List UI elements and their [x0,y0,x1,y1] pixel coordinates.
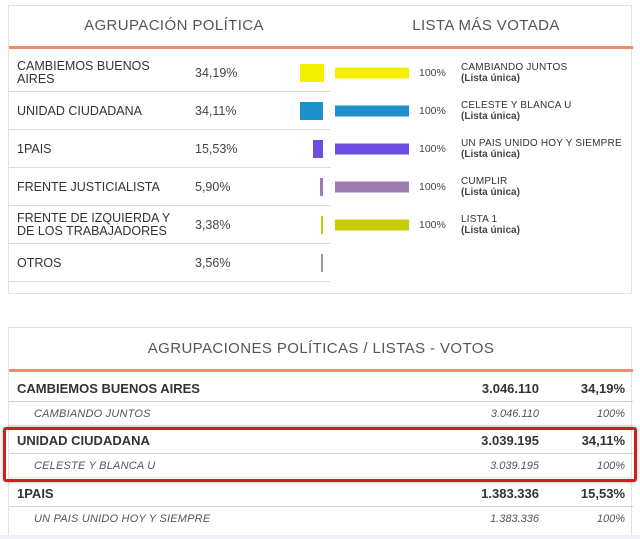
group-percentage: 34,11% [581,433,625,448]
party-percentage: 34,11% [195,104,237,118]
list-share-bar [335,181,409,193]
list-share-bar [335,219,409,231]
group-name: 1PAIS [17,486,54,501]
group-row-cambiemos: CAMBIEMOS BUENOS AIRES 3.046.110 34,19% [9,375,633,402]
party-row-1pais: 1PAIS 15,53% 100% UN PAIS UNIDO HOY Y SI… [9,130,633,168]
header-accent-line [9,46,633,49]
party-percentage: 5,90% [195,180,231,194]
list-name: CUMPLIR [461,175,508,187]
party-name: OTROS [17,255,62,270]
list-share-bar [335,67,409,79]
list-percentage: 100% [596,408,625,420]
party-percentage: 34,19% [195,66,238,80]
row-divider [9,243,331,244]
list-info: LISTA 1 (Lista única) [461,206,631,244]
party-share-bar [321,216,323,234]
party-name: FRENTE DE IZQUIERDA Y DE LOS TRABAJADORE… [17,211,171,238]
list-percentage: 100% [419,105,446,117]
party-name: FRENTE JUSTICIALISTA [17,179,160,194]
list-votes: 1.383.336 [490,513,539,525]
highlight-box-unidad-ciudadana [3,427,637,482]
party-row-frente-izquierda: FRENTE DE IZQUIERDA Y DE LOS TRABAJADORE… [9,206,633,244]
header-agrupaciones-listas-votos: AGRUPACIONES POLÍTICAS / LISTAS - VOTOS [147,340,495,357]
list-subtitle: (Lista única) [461,225,520,236]
row-divider [9,425,633,426]
header-agrupacion-politica: AGRUPACIÓN POLÍTICA [84,17,264,34]
group-votes: 1.383.336 [481,486,539,501]
party-percentage: 3,38% [195,218,231,232]
party-share-bar [300,64,324,82]
list-percentage: 100% [419,67,446,79]
row-divider [9,281,331,282]
list-votes: 3.039.195 [490,460,539,472]
list-name: CELESTE Y BLANCA U [34,460,156,472]
row-divider [9,167,331,168]
party-name: UNIDAD CIUDADANA [17,103,143,118]
list-percentage: 100% [419,181,446,193]
group-row-unidad-ciudadana: UNIDAD CIUDADANA 3.039.195 34,11% [9,427,633,454]
list-subtitle: (Lista única) [461,111,520,122]
list-subtitle: (Lista única) [461,187,520,198]
list-percentage: 100% [419,143,446,155]
list-name: UN PAIS UNIDO HOY Y SIEMPRE [34,513,211,525]
header-lista-mas-votada: LISTA MÁS VOTADA [412,17,560,34]
party-name: 1PAIS [17,141,52,156]
party-row-cambiemos: CAMBIEMOS BUENOS AIRES 34,19% 100% CAMBI… [9,54,633,92]
list-info: UN PAIS UNIDO HOY Y SIEMPRE (Lista única… [461,130,631,168]
list-subtitle: (Lista única) [461,149,520,160]
party-share-bar [313,140,323,158]
list-row-celeste-y-blanca: CELESTE Y BLANCA U 3.039.195 100% [9,454,633,478]
list-row-un-pais-unido: UN PAIS UNIDO HOY Y SIEMPRE 1.383.336 10… [9,507,633,531]
party-row-otros: OTROS 3,56% [9,244,633,282]
group-percentage: 34,19% [580,381,625,396]
list-share-bar [335,105,409,117]
group-name: UNIDAD CIUDADANA [17,433,150,448]
group-percentage: 15,53% [580,486,625,501]
group-name: CAMBIEMOS BUENOS AIRES [17,381,200,396]
list-votes: 3.046.110 [490,408,539,420]
bottom-strip [0,535,640,539]
party-share-bar [300,102,323,120]
list-info: CUMPLIR (Lista única) [461,168,631,206]
group-votes: 3.039.195 [481,433,539,448]
votes-detail-panel: AGRUPACIONES POLÍTICAS / LISTAS - VOTOS … [8,327,633,539]
row-divider [9,401,633,402]
list-row-cambiando-juntos: CAMBIANDO JUNTOS 3.046.110 100% [9,402,633,426]
list-percentage: 100% [596,460,625,472]
list-percentage: 100% [419,219,446,231]
list-info: CAMBIANDO JUNTOS (Lista única) [461,54,631,92]
list-name: LISTA 1 [461,213,498,225]
list-percentage: 100% [596,513,625,525]
list-name: CAMBIANDO JUNTOS [461,61,568,73]
row-divider [9,129,331,130]
row-divider [9,453,633,454]
group-row-1pais: 1PAIS 1.383.336 15,53% [9,480,633,507]
row-divider [9,91,331,92]
party-row-frente-justicialista: FRENTE JUSTICIALISTA 5,90% 100% CUMPLIR … [9,168,633,206]
party-summary-panel: AGRUPACIÓN POLÍTICA LISTA MÁS VOTADA CAM… [8,5,633,294]
list-share-bar [335,143,409,155]
party-row-unidad-ciudadana: UNIDAD CIUDADANA 34,11% 100% CELESTE Y B… [9,92,633,130]
party-name: CAMBIEMOS BUENOS AIRES [17,59,150,86]
header-accent-line [9,369,633,372]
row-divider [9,477,633,478]
list-name: CELESTE Y BLANCA U [461,99,572,111]
list-name: CAMBIANDO JUNTOS [34,408,151,420]
party-percentage: 3,56% [195,256,231,270]
group-votes: 3.046.110 [481,381,539,396]
list-subtitle: (Lista única) [461,73,520,84]
list-name: UN PAIS UNIDO HOY Y SIEMPRE [461,137,622,149]
party-share-bar [320,178,323,196]
list-info: CELESTE Y BLANCA U (Lista única) [461,92,631,130]
party-share-bar [321,254,323,272]
party-percentage: 15,53% [195,142,238,156]
row-divider [9,205,331,206]
row-divider [9,506,633,507]
